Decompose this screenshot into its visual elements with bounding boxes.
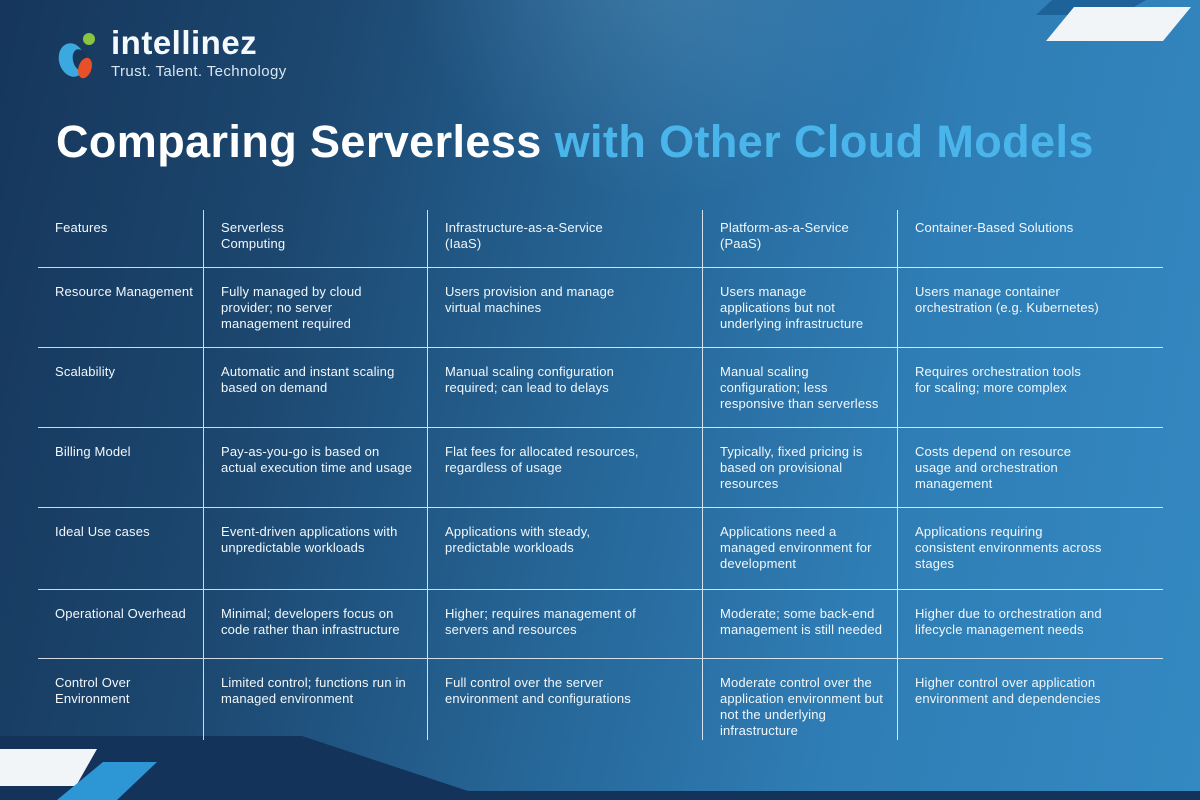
table-cell: Event-driven applications with unpredict…: [203, 507, 427, 589]
table-cell: Full control over the server environment…: [427, 658, 702, 740]
intellinez-logo-icon: [58, 33, 95, 79]
column-header-features: Features: [55, 220, 108, 235]
comparison-table: Features Serverless Computing Infrastruc…: [38, 210, 1163, 740]
table-cell: Users manage applications but not underl…: [702, 267, 897, 347]
feature-label: Billing Model: [38, 427, 203, 507]
feature-label: Ideal Use cases: [38, 507, 203, 589]
table-cell: Limited control; functions run in manage…: [203, 658, 427, 740]
top-right-dark-parallelogram: [1036, 0, 1146, 15]
brand-logo: intellinez Trust. Talent. Technology: [56, 24, 287, 82]
table-cell: Manual scaling configuration required; c…: [427, 347, 702, 427]
column-header-iaas: Infrastructure-as-a-Service (IaaS): [427, 210, 702, 267]
bottom-left-white-parallelogram: [0, 749, 97, 786]
brand-name: intellinez: [111, 24, 258, 61]
column-header-paas: Platform-as-a-Service (PaaS): [702, 210, 897, 267]
feature-label: Scalability: [38, 347, 203, 427]
table-cell: Users provision and manage virtual machi…: [427, 267, 702, 347]
table-cell: Applications requiring consistent enviro…: [897, 507, 1163, 589]
table-cell: Typically, fixed pricing is based on pro…: [702, 427, 897, 507]
table-cell: Costs depend on resource usage and orche…: [897, 427, 1163, 507]
bottom-left-blue-parallelogram: [57, 762, 157, 800]
table-cell: Higher; requires management of servers a…: [427, 589, 702, 658]
column-header-serverless: Serverless Computing: [203, 210, 427, 267]
title-main: Comparing Serverless: [56, 116, 542, 167]
page-title: Comparing Serverless with Other Cloud Mo…: [56, 116, 1166, 168]
table-cell: Automatic and instant scaling based on d…: [203, 347, 427, 427]
table-cell: Flat fees for allocated resources, regar…: [427, 427, 702, 507]
table-cell: Manual scaling configuration; less respo…: [702, 347, 897, 427]
table-cell: Higher control over application environm…: [897, 658, 1163, 740]
table-cell: Moderate control over the application en…: [702, 658, 897, 740]
title-accent: with Other Cloud Models: [554, 116, 1094, 167]
feature-label: Operational Overhead: [38, 589, 203, 658]
column-header-container: Container-Based Solutions: [897, 210, 1163, 267]
feature-label: Control Over Environment: [38, 658, 203, 740]
bottom-navy-band: [0, 736, 1200, 800]
table-cell: Moderate; some back-end management is st…: [702, 589, 897, 658]
table-cell: Applications need a managed environment …: [702, 507, 897, 589]
brand-tagline: Trust. Talent. Technology: [111, 62, 287, 80]
feature-label: Resource Management: [38, 267, 203, 347]
table-cell: Higher due to orchestration and lifecycl…: [897, 589, 1163, 658]
table-cell: Applications with steady, predictable wo…: [427, 507, 702, 589]
table-cell: Pay-as-you-go is based on actual executi…: [203, 427, 427, 507]
table-cell: Requires orchestration tools for scaling…: [897, 347, 1163, 427]
table-cell: Minimal; developers focus on code rather…: [203, 589, 427, 658]
top-right-white-parallelogram: [1046, 7, 1191, 41]
table-cell: Fully managed by cloud provider; no serv…: [203, 267, 427, 347]
table-cell: Users manage container orchestration (e.…: [897, 267, 1163, 347]
